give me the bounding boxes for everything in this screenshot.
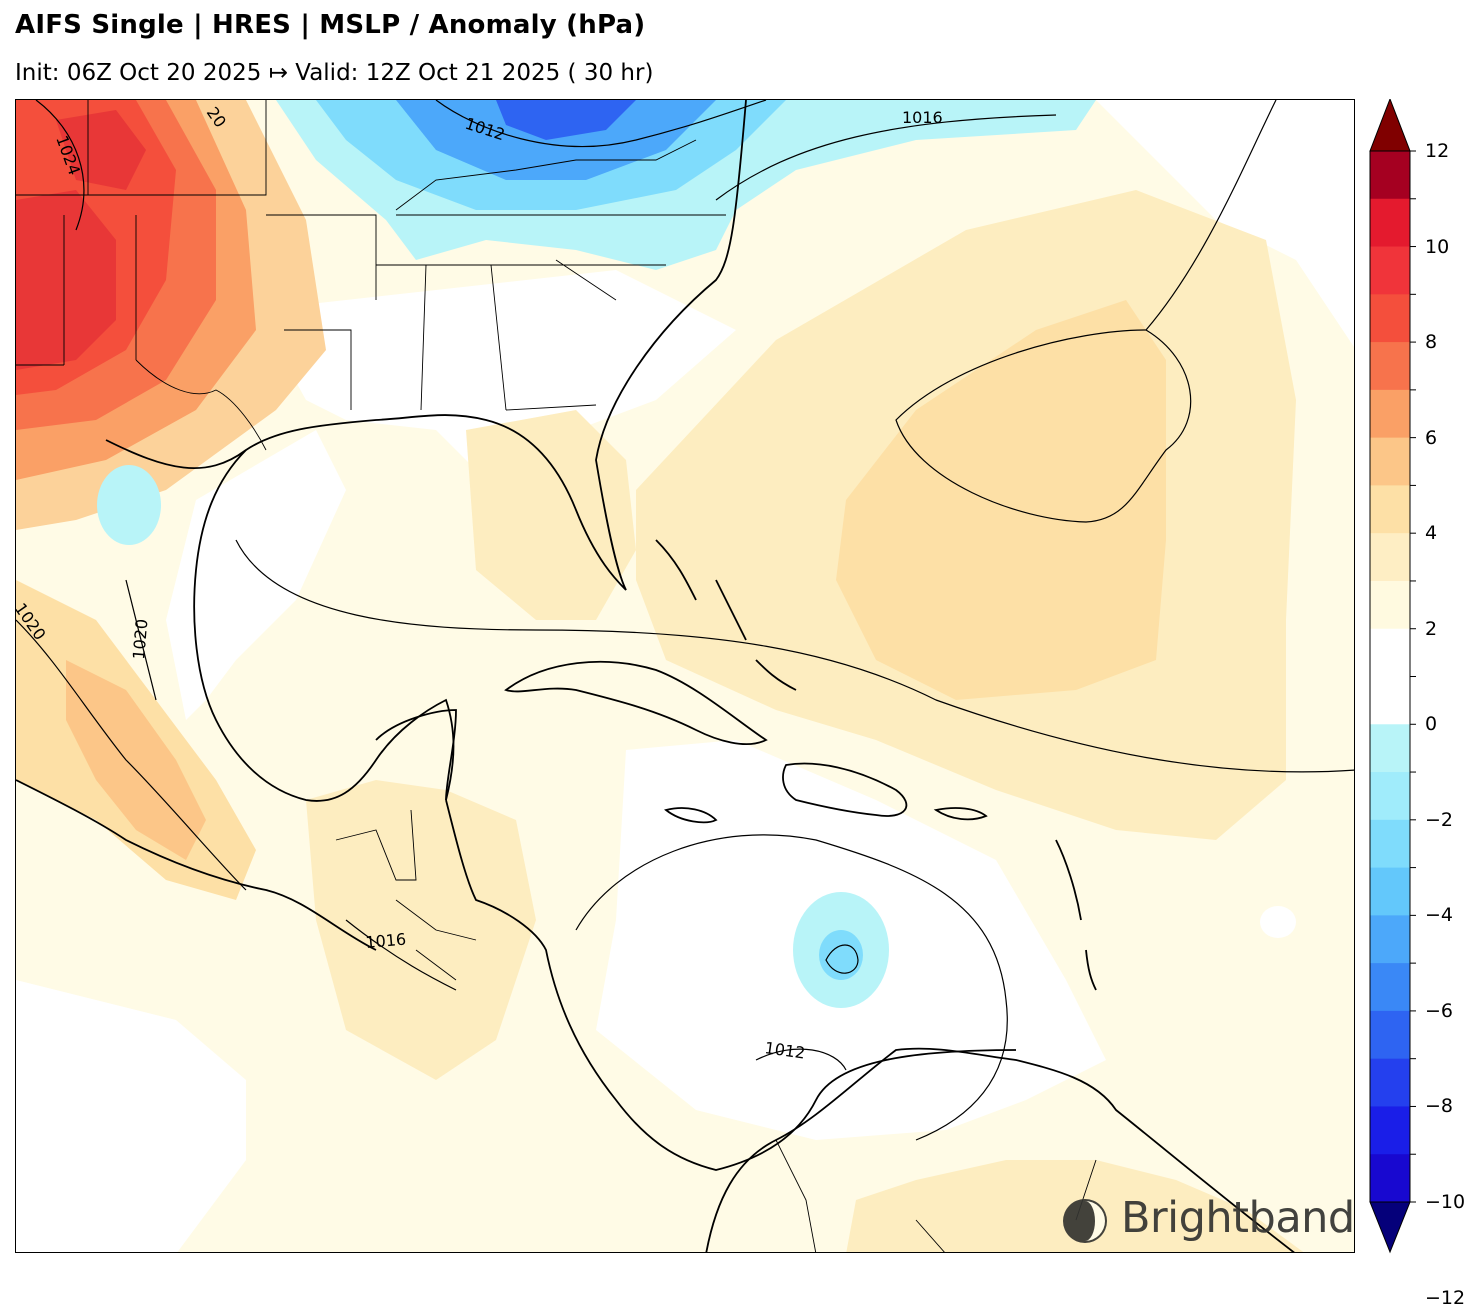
isobar-1020-mexico-2 xyxy=(125,579,157,701)
brightband-logo-icon xyxy=(1063,1199,1107,1243)
anomaly-negative-caribbean xyxy=(819,930,863,980)
coastline-south-america xyxy=(705,1047,1295,1252)
coastline-yucatan xyxy=(375,709,457,801)
colorbar-label: 4 xyxy=(1425,522,1438,545)
brightband-logo-text: Brightband xyxy=(1121,1193,1355,1243)
anomaly-negative-northeast xyxy=(496,100,636,140)
anomaly-zero-region xyxy=(16,980,246,1252)
colorbar-label: −6 xyxy=(1425,999,1454,1022)
isobar-1016-high xyxy=(895,329,1192,523)
isobar-1020-mexico xyxy=(16,619,247,891)
contour-label: 1016 xyxy=(365,930,407,952)
anomaly-positive-gulf xyxy=(466,410,636,620)
anomaly-zero-region xyxy=(256,270,736,480)
colorbar-swatch xyxy=(1370,1058,1410,1107)
colorbar-swatch xyxy=(1370,294,1410,343)
chart-subtitle: Init: 06Z Oct 20 2025 ↦ Valid: 12Z Oct 2… xyxy=(15,60,654,86)
anomaly-zero-blob xyxy=(1260,906,1296,938)
colorbar-label: 0 xyxy=(1425,713,1438,736)
isobar-1012-north xyxy=(435,100,767,147)
colorbar-swatch xyxy=(1370,485,1410,534)
brightband-logo: Brightband xyxy=(1061,1193,1354,1249)
anomaly-positive-atlantic xyxy=(836,300,1166,700)
coastline-central-america xyxy=(445,799,1017,1171)
border-states xyxy=(16,215,137,366)
colorbar-swatch xyxy=(1370,819,1410,869)
colorbar-label: −12 xyxy=(1425,1286,1466,1309)
colorbar-swatch xyxy=(1370,676,1410,725)
anomaly-positive-mexico xyxy=(66,660,206,860)
border-states xyxy=(16,100,267,196)
isobar-1012-south xyxy=(755,1048,847,1071)
colorbar-swatch xyxy=(1370,389,1410,439)
map-svg: 1012 1016 1016 1020 1020 1024 20 1012 xyxy=(16,100,1354,1252)
colorbar-swatch xyxy=(1370,246,1410,295)
colorbar-svg xyxy=(1369,97,1416,1254)
colorbar-swatch xyxy=(1370,151,1410,200)
colorbar-swatch xyxy=(1370,198,1410,248)
chart-title: AIFS Single | HRES | MSLP / Anomaly (hPa… xyxy=(15,10,646,40)
colorbar xyxy=(1368,97,1483,1254)
colorbar-label: −4 xyxy=(1425,904,1454,927)
isobar-1016-atlantic xyxy=(235,539,1354,773)
borders xyxy=(16,100,1097,1252)
colorbar-extend-min xyxy=(1369,1201,1411,1254)
colorbar-label: 6 xyxy=(1425,426,1438,449)
coastline-cuba xyxy=(504,660,768,745)
colorbar-swatch xyxy=(1370,437,1410,486)
colorbar-swatch xyxy=(1370,1106,1410,1155)
isobar-1016-ring xyxy=(1145,100,1277,331)
coastline-puerto-rico xyxy=(933,807,988,821)
border-central-america xyxy=(335,809,477,981)
coastline-lesser-antilles xyxy=(1055,839,1097,991)
border-states xyxy=(266,214,377,410)
contour-label: 1016 xyxy=(902,108,943,127)
colorbar-swatch xyxy=(1370,963,1410,1012)
anomaly-negative-blob xyxy=(97,465,161,545)
colorbar-label: 2 xyxy=(1425,617,1438,640)
coastline-mexico-west xyxy=(16,779,377,951)
isobar-1016-central xyxy=(345,919,457,991)
colorbar-label: −2 xyxy=(1425,808,1454,831)
isobar-1016-north xyxy=(715,114,1057,201)
coastline-gulf xyxy=(105,100,747,591)
isobar-contours xyxy=(16,100,1354,1141)
border-states xyxy=(395,139,697,411)
colorbar-swatch xyxy=(1370,1010,1410,1060)
colorbar-label: 10 xyxy=(1425,235,1450,258)
anomaly-positive-west xyxy=(56,110,146,190)
colorbar-swatch xyxy=(1370,867,1410,916)
colorbar-label: 8 xyxy=(1425,331,1438,354)
colorbar-swatch xyxy=(1370,915,1410,964)
coastline-hispaniola xyxy=(782,762,908,817)
anomaly-positive-west xyxy=(16,190,116,370)
border-mexico-us xyxy=(135,359,267,451)
colorbar-swatch xyxy=(1370,628,1410,677)
isobar-1024 xyxy=(35,100,85,231)
anomaly-zero-region xyxy=(1096,100,1354,347)
colorbar-label: −8 xyxy=(1425,1095,1454,1118)
colorbar-swatch xyxy=(1370,1154,1410,1203)
colorbar-label: 12 xyxy=(1425,140,1450,162)
contour-label: 1020 xyxy=(129,618,151,660)
isobar-1012-caribbean xyxy=(825,944,859,974)
coastline-bahamas xyxy=(655,539,797,691)
colorbar-extend-max xyxy=(1369,97,1411,152)
border-states xyxy=(376,214,726,411)
colorbar-label: −10 xyxy=(1425,1191,1466,1213)
anomaly-positive-central-america xyxy=(306,780,536,1080)
map-panel: 1012 1016 1016 1020 1020 1024 20 1012 Br… xyxy=(15,99,1355,1253)
coastline-jamaica xyxy=(664,807,718,824)
coastline-mexico xyxy=(193,449,455,802)
colorbar-swatch xyxy=(1370,580,1410,630)
isobar-1016-caribbean xyxy=(575,834,1008,1141)
colorbar-swatch xyxy=(1370,772,1410,821)
colorbar-swatch xyxy=(1370,724,1410,773)
coastlines xyxy=(16,100,1295,1252)
colorbar-swatch xyxy=(1370,533,1410,582)
colorbar-swatch xyxy=(1370,342,1410,391)
